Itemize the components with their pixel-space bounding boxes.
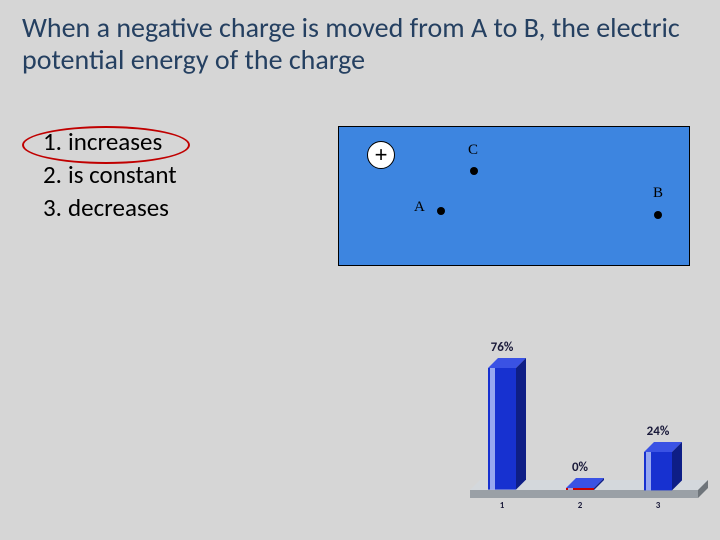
option-3-text: decreases — [68, 192, 169, 223]
field-diagram: + A B C — [338, 126, 690, 266]
correct-answer-circle — [22, 126, 190, 164]
chart-x-label: 2 — [565, 500, 595, 511]
question-title: When a negative charge is moved from A t… — [22, 12, 682, 76]
chart-x-label: 1 — [487, 500, 517, 511]
chart-pct-label: 0% — [555, 460, 605, 475]
option-3: 3. decreases — [32, 192, 177, 223]
point-a-dot — [437, 207, 445, 215]
chart-bar — [488, 358, 526, 490]
chart-bar — [566, 478, 604, 490]
chart-pct-label: 24% — [633, 424, 683, 439]
point-b-dot — [654, 211, 662, 219]
chart-bar — [644, 442, 682, 490]
option-3-num: 3. — [32, 192, 68, 223]
positive-charge-icon: + — [367, 141, 395, 169]
question-title-text: When a negative charge is moved from A t… — [22, 10, 680, 77]
point-c-dot — [470, 167, 478, 175]
point-b-label: B — [653, 185, 663, 202]
point-a-label: A — [414, 199, 425, 216]
response-chart: 76% 1 0% 2 24% 3 — [470, 310, 708, 520]
slide: When a negative charge is moved from A t… — [0, 0, 720, 540]
plus-symbol: + — [375, 144, 388, 166]
chart-x-label: 3 — [643, 500, 673, 511]
option-2-text: is constant — [68, 159, 177, 190]
option-2-num: 2. — [32, 159, 68, 190]
chart-pct-label: 76% — [477, 340, 527, 355]
point-c-label: C — [468, 142, 478, 159]
